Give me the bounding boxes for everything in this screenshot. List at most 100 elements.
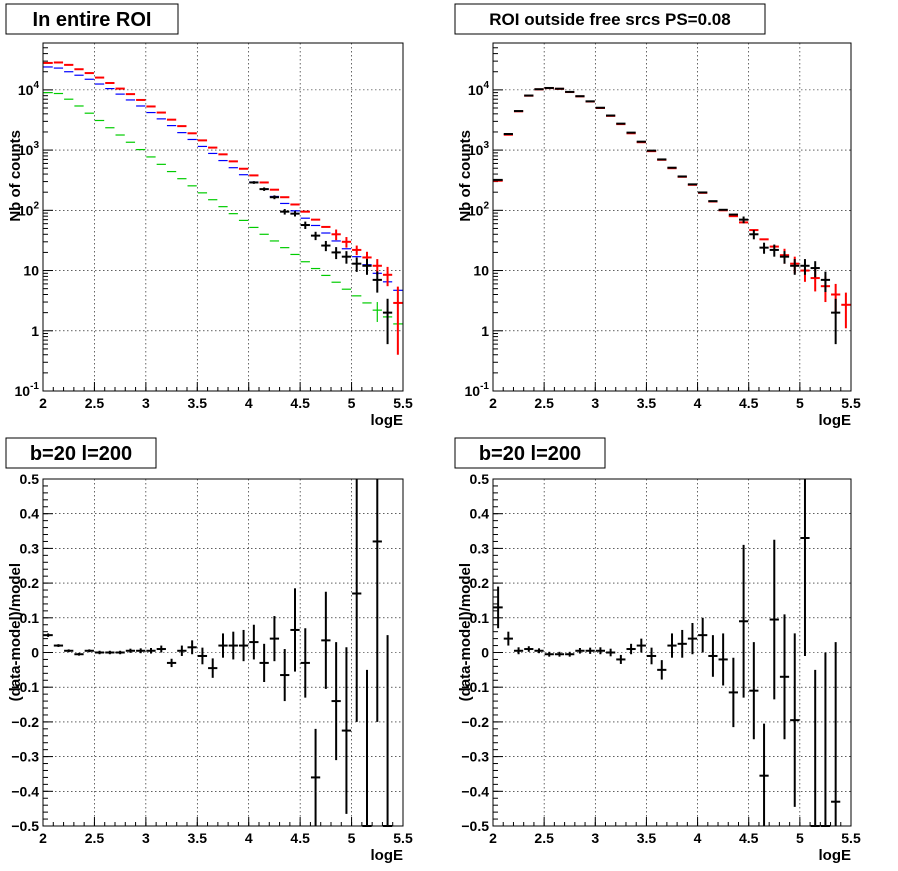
data-point: [115, 650, 125, 655]
x-tick-label: 2: [489, 395, 497, 411]
plot-frame: [492, 478, 852, 827]
data-point: [831, 298, 841, 345]
data-point: [646, 647, 657, 665]
chart-panel-4: 2 2.5 3 3.5 4 4.5 5 5.5 −0.5 −0.4 −0.3 −0.2 −0.1 0 0.1…: [454, 437, 861, 864]
series-2: [493, 86, 841, 345]
data-point: [759, 242, 769, 254]
data-point: [372, 302, 382, 322]
data-point: [259, 187, 269, 191]
data-point: [738, 544, 749, 698]
data-point: [779, 251, 790, 264]
data-point: [362, 669, 372, 827]
x-tick-label: 4.5: [739, 395, 759, 411]
data-point: [585, 647, 595, 654]
data-point: [64, 649, 74, 653]
data-point: [84, 649, 94, 653]
data-point: [524, 646, 534, 652]
data-point: [43, 633, 53, 637]
x-tick-label: 2: [39, 395, 47, 411]
y-axis-label: Nb of counts: [7, 130, 24, 222]
data-point: [290, 211, 300, 217]
data-point: [820, 271, 831, 293]
data-point: [575, 647, 585, 654]
data-point: [698, 617, 708, 653]
data-point: [321, 240, 331, 252]
y-tick-label: 0.4: [20, 506, 40, 522]
data-point: [156, 645, 166, 653]
x-tick-label: 5: [796, 830, 804, 846]
data-point: [790, 259, 800, 275]
x-tick-label: 4: [694, 395, 702, 411]
data-point: [606, 648, 616, 657]
data-point: [341, 647, 352, 814]
chart-title: In entire ROI: [33, 9, 152, 31]
data-point: [94, 650, 105, 655]
y-tick-label: 0.2: [470, 575, 490, 591]
data-point: [382, 635, 393, 827]
y-tick-label: −0.4: [461, 783, 489, 799]
data-point: [310, 231, 321, 241]
series-4: [249, 181, 393, 345]
chart-title-box: [454, 437, 606, 469]
y-tick-label: 0.4: [470, 506, 490, 522]
y-tick-label: 0.5: [470, 471, 490, 487]
x-tick-label: 4: [245, 830, 253, 846]
y-tick-label: −0.3: [461, 749, 489, 765]
data-point: [53, 644, 64, 647]
y-tick-label: 10-1: [15, 381, 40, 399]
data-point: [657, 660, 667, 680]
data-point: [779, 614, 790, 740]
y-tick-label: −0.2: [11, 714, 39, 730]
data-point: [626, 643, 636, 655]
y-tick-label: 0.3: [20, 540, 40, 556]
y-tick-exponent: 4: [483, 80, 489, 91]
data-point: [362, 259, 372, 275]
chart-panel-3: 2 2.5 3 3.5 4 4.5 5 5.5 −0.5 −0.4 −0.3 −0.2 −0.1 0 0.1…: [5, 437, 413, 864]
chart-title: b=20 l=200: [479, 443, 581, 465]
data-point: [372, 271, 382, 293]
y-tick-label: 104: [468, 80, 490, 98]
series-3: [43, 61, 403, 355]
data-point: [300, 221, 310, 229]
data-point: [841, 292, 851, 329]
data-point: [238, 629, 249, 662]
data-point: [249, 181, 259, 184]
y-axis-label: (data-model)/model: [457, 563, 474, 701]
data-point: [228, 631, 238, 660]
chart-title-box: [5, 437, 157, 469]
x-tick-label: 3.5: [637, 830, 657, 846]
data-point: [382, 298, 393, 345]
data-point: [321, 591, 331, 689]
data-point: [177, 645, 187, 656]
data-point: [74, 652, 84, 656]
y-tick-exponent: 3: [483, 140, 489, 151]
y-tick-label: −0.5: [461, 818, 489, 834]
data-point: [718, 633, 728, 686]
data-point: [146, 647, 156, 654]
x-axis-label: logE: [819, 412, 852, 429]
data-point: [331, 642, 341, 761]
y-axis-label: (data-model)/model: [7, 563, 24, 701]
y-tick-exponent: -1: [30, 381, 39, 392]
y-tick-exponent: 2: [483, 200, 489, 211]
x-tick-label: 2.5: [85, 395, 105, 411]
data-point: [352, 257, 362, 272]
y-tick-label: −0.2: [461, 714, 489, 730]
data-point: [769, 539, 779, 700]
data-point: [125, 648, 136, 653]
x-axis-label: logE: [819, 847, 852, 864]
data-point: [749, 642, 759, 740]
data-point: [269, 195, 280, 200]
y-tick-label: 0.3: [470, 540, 490, 556]
x-tick-label: 2: [489, 830, 497, 846]
data-point: [728, 657, 738, 728]
data-point: [310, 728, 321, 826]
data-point: [493, 586, 503, 629]
data-point: [382, 266, 393, 287]
x-tick-label: 2.5: [534, 395, 554, 411]
y-tick-label: 10-1: [465, 381, 490, 399]
x-tick-label: 5: [796, 395, 804, 411]
x-tick-label: 4: [245, 395, 253, 411]
data-point: [218, 633, 228, 658]
